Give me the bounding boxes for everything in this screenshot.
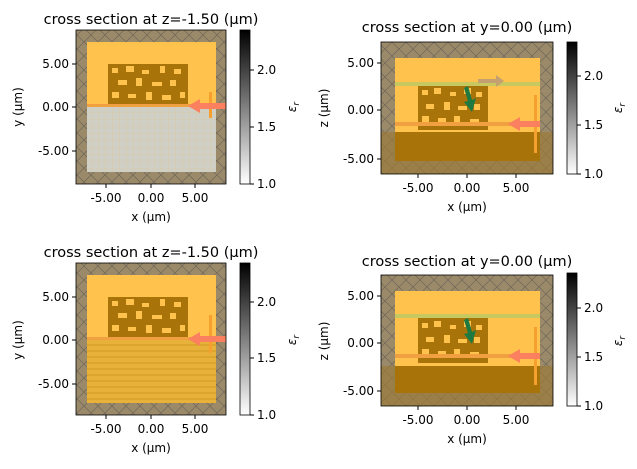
y-tick-label: -5.00 xyxy=(38,377,69,391)
x-tick-label: -5.00 xyxy=(90,422,121,436)
colorbar-tick-label: 2.0 xyxy=(584,301,603,315)
source-line xyxy=(395,354,540,358)
design-region xyxy=(108,297,188,339)
x-tick-label: 0.00 xyxy=(138,191,165,205)
x-tick-label: -5.00 xyxy=(402,413,433,427)
y-tick-label: 5.00 xyxy=(42,57,69,71)
colorbar-gradient xyxy=(239,262,251,416)
colorbar-tick-label: 2.0 xyxy=(257,63,276,77)
x-axis-label: x (μm) xyxy=(131,441,171,455)
panel-1-colorbar: 2.0 1.5 1.0 εr xyxy=(239,29,302,191)
substrate xyxy=(395,132,540,161)
colorbar-label: εr xyxy=(285,101,302,113)
x-tick-label: -5.00 xyxy=(402,181,433,195)
source-arrow-icon xyxy=(188,332,226,346)
source-arrow-icon xyxy=(508,349,540,363)
panel-3-x-axis: -5.00 0.00 5.00 x (μm) xyxy=(90,415,208,455)
colorbar-tick-label: 1.0 xyxy=(584,167,603,181)
source-arrow-icon xyxy=(508,117,540,131)
panel-1-x-axis: -5.00 0.00 5.00 x (μm) xyxy=(90,184,208,224)
substrate-lines xyxy=(87,340,216,403)
x-tick-label: 5.00 xyxy=(503,413,530,427)
panel-2-y-axis: 5.00 0.00 -5.00 z (μm) xyxy=(317,56,381,166)
x-tick-label: 0.00 xyxy=(454,413,481,427)
y-tick-label: 0.00 xyxy=(347,336,374,350)
polarization-arrow-icon xyxy=(464,86,476,112)
source-line xyxy=(395,122,540,126)
source-line xyxy=(87,104,216,107)
y-tick-label: -5.00 xyxy=(343,384,374,398)
panel-3-plot xyxy=(75,262,227,416)
colorbar-tick-label: 1.5 xyxy=(584,118,603,132)
x-tick-label: 5.00 xyxy=(182,191,209,205)
y-axis-label: y (μm) xyxy=(11,320,25,360)
panel-1: cross section at z=-1.50 (μm) -5.00 0.00… xyxy=(11,12,302,224)
colorbar-gradient xyxy=(566,41,578,175)
x-axis-label: x (μm) xyxy=(447,200,487,214)
panel-1-title: cross section at z=-1.50 (μm) xyxy=(44,12,259,28)
colorbar-label: εr xyxy=(611,102,628,114)
y-axis-label: y (μm) xyxy=(11,87,25,127)
panel-4-x-axis: -5.00 0.00 5.00 x (μm) xyxy=(402,406,529,446)
panel-4-colorbar: 2.0 1.5 1.0 εr xyxy=(566,272,628,413)
design-region xyxy=(108,64,188,106)
panel-4-title: cross section at y=0.00 (μm) xyxy=(362,254,573,270)
x-axis-label: x (μm) xyxy=(447,432,487,446)
colorbar-tick-label: 1.0 xyxy=(257,408,276,422)
panel-3-colorbar: 2.0 1.5 1.0 εr xyxy=(239,262,302,422)
panel-2: cross section at y=0.00 (μm) -5.00 0 xyxy=(317,20,628,214)
colorbar-tick-label: 1.0 xyxy=(584,399,603,413)
y-tick-label: 0.00 xyxy=(42,333,69,347)
direction-arrow-icon xyxy=(478,75,504,87)
panel-3-title: cross section at z=-1.50 (μm) xyxy=(44,245,259,261)
panel-2-title: cross section at y=0.00 (μm) xyxy=(362,20,573,36)
colorbar-label: εr xyxy=(285,334,302,346)
x-tick-label: 0.00 xyxy=(138,422,165,436)
y-axis-label: z (μm) xyxy=(317,322,331,361)
x-tick-label: -5.00 xyxy=(90,191,121,205)
colorbar-gradient xyxy=(239,29,251,185)
x-tick-label: 5.00 xyxy=(503,181,530,195)
panel-2-plot xyxy=(380,41,554,175)
y-tick-label: -5.00 xyxy=(38,144,69,158)
source-arrow-icon xyxy=(188,99,226,113)
y-axis-label: z (μm) xyxy=(317,89,331,128)
colorbar-tick-label: 2.0 xyxy=(257,295,276,309)
panel-1-y-axis: 5.00 0.00 -5.00 y (μm) xyxy=(11,57,76,158)
panel-2-colorbar: 2.0 1.5 1.0 εr xyxy=(566,41,628,181)
substrate xyxy=(395,366,540,393)
y-tick-label: 5.00 xyxy=(42,290,69,304)
x-tick-label: 0.00 xyxy=(454,181,481,195)
monitor-plane xyxy=(209,315,212,353)
monitor-line xyxy=(395,82,540,86)
colorbar-tick-label: 1.5 xyxy=(257,351,276,365)
y-tick-label: 0.00 xyxy=(42,100,69,114)
panel-3: cross section at z=-1.50 (μm) -5.00 0.00… xyxy=(11,245,302,455)
x-tick-label: 5.00 xyxy=(182,422,209,436)
panel-4: cross section at y=0.00 (μm) -5.00 0.00 xyxy=(317,254,628,446)
polarization-arrow-icon xyxy=(464,318,476,344)
panel-2-x-axis: -5.00 0.00 5.00 x (μm) xyxy=(402,174,529,214)
y-tick-label: -5.00 xyxy=(343,152,374,166)
monitor-line xyxy=(395,314,540,318)
source-line xyxy=(87,337,216,340)
colorbar-tick-label: 1.0 xyxy=(257,177,276,191)
panel-1-plot xyxy=(75,29,227,185)
y-tick-label: 5.00 xyxy=(347,56,374,70)
panel-4-y-axis: 5.00 0.00 -5.00 z (μm) xyxy=(317,289,381,398)
y-tick-label: 5.00 xyxy=(347,289,374,303)
substrate-grid xyxy=(87,107,216,172)
colorbar-tick-label: 2.0 xyxy=(584,69,603,83)
x-axis-label: x (μm) xyxy=(131,210,171,224)
colorbar-tick-label: 1.5 xyxy=(584,350,603,364)
panel-4-plot xyxy=(380,274,554,407)
colorbar-gradient xyxy=(566,272,578,407)
colorbar-label: εr xyxy=(611,335,628,347)
panel-3-y-axis: 5.00 0.00 -5.00 y (μm) xyxy=(11,290,76,391)
y-tick-label: 0.00 xyxy=(347,103,374,117)
colorbar-tick-label: 1.5 xyxy=(257,120,276,134)
